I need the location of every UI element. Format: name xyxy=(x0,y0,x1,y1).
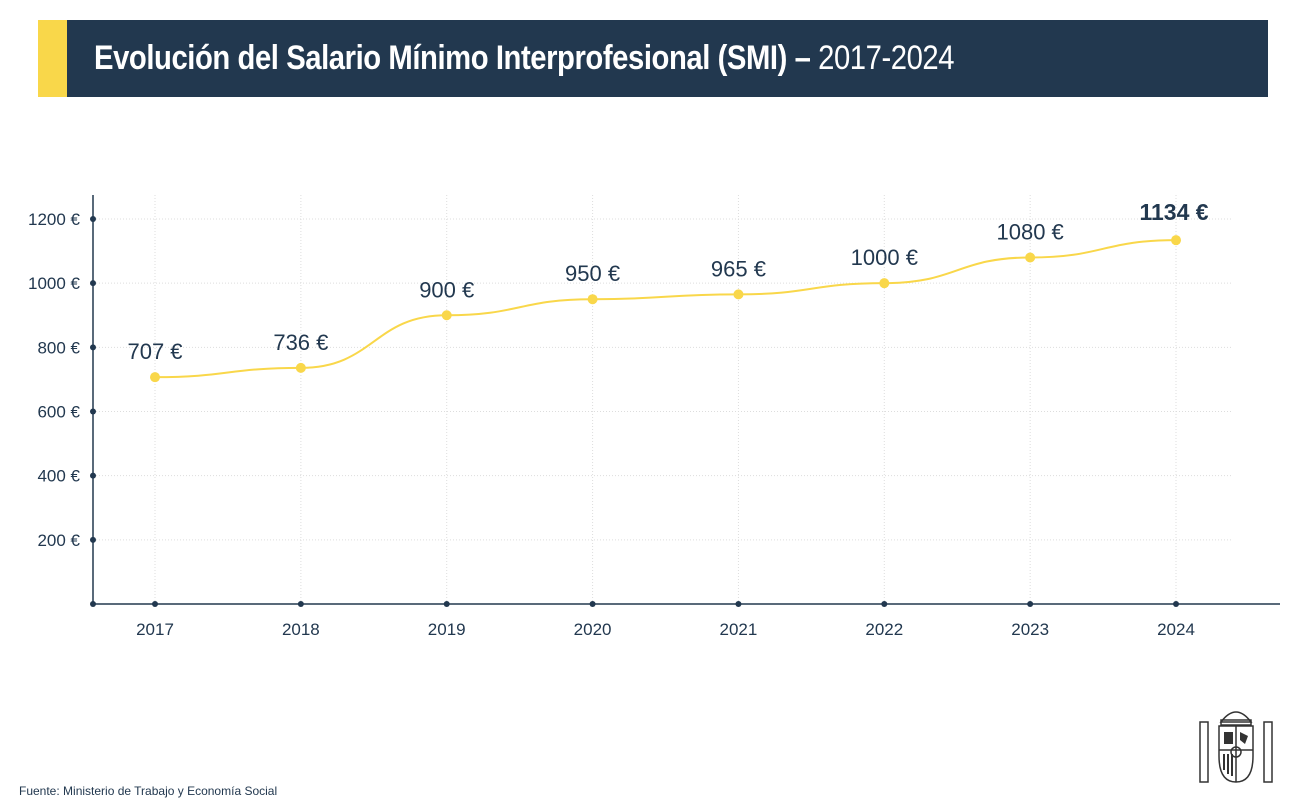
x-tick-dot xyxy=(443,601,450,607)
title-period: 2017-2024 xyxy=(818,39,955,77)
y-tick-label: 200 € xyxy=(37,531,80,550)
x-tick-label: 2017 xyxy=(136,620,174,639)
header-accent-bar xyxy=(38,20,67,97)
data-point xyxy=(587,294,598,305)
data-label: 736 € xyxy=(273,330,328,355)
y-tick-label: 400 € xyxy=(37,467,80,486)
x-tick-label: 2021 xyxy=(720,620,758,639)
x-tick-label: 2023 xyxy=(1011,620,1049,639)
y-tick-label: 800 € xyxy=(37,338,80,357)
page-title: Evolución del Salario Mínimo Interprofes… xyxy=(94,39,955,78)
series-line xyxy=(154,239,1177,379)
x-tick-label: 2020 xyxy=(574,620,612,639)
source-note: Fuente: Ministerio de Trabajo y Economía… xyxy=(19,784,278,798)
header: Evolución del Salario Mínimo Interprofes… xyxy=(67,20,1268,97)
data-point xyxy=(1025,252,1036,263)
data-point xyxy=(1171,235,1182,246)
data-label: 707 € xyxy=(127,339,182,364)
data-point xyxy=(150,372,160,383)
x-tick-label: 2019 xyxy=(428,620,466,639)
x-tick-dot xyxy=(297,601,304,607)
axis-origin-dot xyxy=(90,601,96,607)
y-tick-dot xyxy=(90,536,96,543)
x-tick-dot xyxy=(152,601,158,607)
x-tick-dot xyxy=(1027,601,1034,607)
y-tick-dot xyxy=(90,280,96,287)
data-label: 1000 € xyxy=(851,245,918,270)
data-point xyxy=(441,310,452,321)
data-label: 1080 € xyxy=(997,220,1064,245)
data-point xyxy=(295,362,306,373)
y-tick-dot xyxy=(90,408,96,415)
data-label: 900 € xyxy=(419,277,474,302)
x-tick-dot xyxy=(881,601,888,607)
data-label: 965 € xyxy=(711,256,766,281)
x-tick-dot xyxy=(735,601,742,607)
data-point xyxy=(879,278,890,289)
y-tick-dot xyxy=(90,472,96,479)
y-tick-label: 600 € xyxy=(37,403,80,422)
x-tick-dot xyxy=(589,601,596,607)
x-tick-dot xyxy=(1173,601,1180,607)
y-tick-dot xyxy=(90,216,96,222)
coat-of-arms-logo xyxy=(1199,711,1273,783)
x-tick-label: 2024 xyxy=(1157,620,1195,639)
y-tick-dot xyxy=(90,344,96,351)
data-point xyxy=(733,289,744,300)
title-main: Evolución del Salario Mínimo Interprofes… xyxy=(94,39,811,77)
x-tick-label: 2022 xyxy=(865,620,903,639)
data-label: 950 € xyxy=(565,261,620,286)
y-tick-label: 1000 € xyxy=(28,274,81,293)
data-label: 1134 € xyxy=(1139,199,1208,225)
y-tick-label: 1200 € xyxy=(28,210,81,229)
x-tick-label: 2018 xyxy=(282,620,320,639)
